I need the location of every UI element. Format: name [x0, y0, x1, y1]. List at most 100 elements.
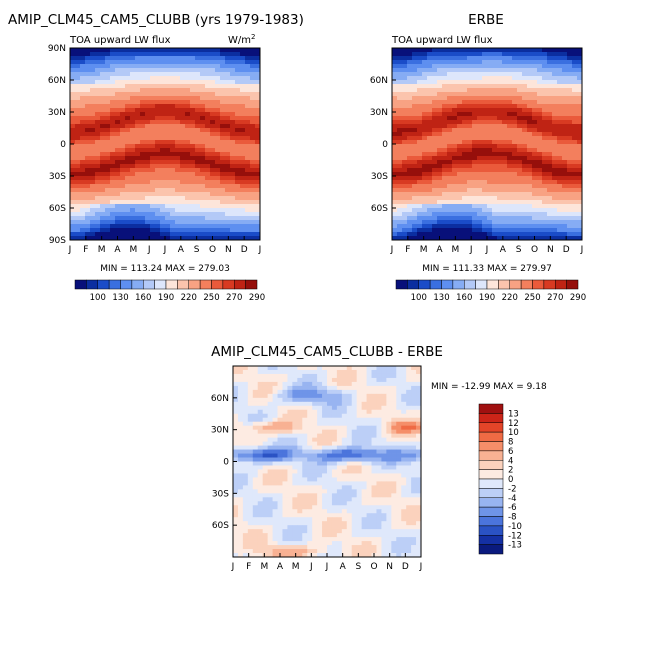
- heatmap-cell: [341, 421, 348, 427]
- heatmap-cell: [115, 188, 121, 193]
- heatmap-cell: [462, 100, 468, 105]
- heatmap-cell: [170, 164, 176, 169]
- heatmap-cell: [467, 164, 473, 169]
- heatmap-cell: [233, 381, 239, 387]
- heatmap-cell: [257, 401, 264, 407]
- heatmap-cell: [220, 132, 226, 137]
- heatmap-cell: [447, 160, 453, 165]
- heatmap-cell: [195, 208, 201, 213]
- heatmap-cell: [170, 232, 176, 237]
- heatmap-cell: [397, 124, 403, 129]
- heatmap-cell: [277, 385, 283, 391]
- heatmap-cell: [237, 409, 244, 415]
- heatmap-cell: [487, 48, 493, 53]
- heatmap-cell: [517, 96, 523, 101]
- heatmap-cell: [200, 52, 206, 57]
- heatmap-cell: [95, 60, 101, 65]
- heatmap-cell: [527, 136, 533, 141]
- heatmap-cell: [287, 393, 293, 399]
- heatmap-cell: [185, 96, 191, 101]
- heatmap-cell: [322, 453, 328, 458]
- heatmap-cell: [297, 393, 303, 399]
- heatmap-cell: [356, 449, 362, 454]
- heatmap-cell: [497, 188, 503, 193]
- heatmap-cell: [70, 84, 76, 89]
- heatmap-cell: [240, 160, 246, 165]
- heatmap-cell: [125, 224, 131, 229]
- heatmap-cell: [417, 224, 423, 229]
- heatmap-cell: [205, 156, 211, 161]
- heatmap-cell: [477, 112, 483, 117]
- heatmap-cell: [200, 204, 206, 209]
- heatmap-cell: [250, 120, 256, 125]
- heatmap-cell: [130, 80, 136, 85]
- heatmap-cell: [252, 373, 259, 379]
- heatmap-cell: [361, 381, 367, 387]
- heatmap-cell: [472, 124, 478, 129]
- heatmap-cell: [287, 465, 293, 470]
- heatmap-cell: [427, 108, 433, 113]
- heatmap-cell: [336, 445, 343, 450]
- heatmap-cell: [225, 120, 231, 125]
- heatmap-cell: [252, 485, 259, 490]
- heatmap-cell: [401, 477, 407, 482]
- heatmap-cell: [577, 80, 583, 85]
- heatmap-cell: [120, 132, 126, 137]
- heatmap-cell: [233, 461, 239, 466]
- heatmap-cell: [120, 172, 126, 177]
- heatmap-cell: [105, 152, 111, 157]
- heatmap-cell: [240, 216, 246, 221]
- heatmap-cell: [537, 212, 543, 217]
- heatmap-cell: [361, 477, 367, 482]
- heatmap-cell: [557, 124, 563, 129]
- heatmap-cell: [135, 212, 141, 217]
- heatmap-cell: [240, 60, 246, 65]
- heatmap-cell: [487, 160, 493, 165]
- heatmap-cell: [457, 196, 463, 201]
- heatmap-cell: [351, 485, 358, 490]
- heatmap-cell: [190, 68, 196, 73]
- heatmap-cell: [447, 104, 453, 109]
- heatmap-cell: [361, 421, 367, 427]
- heatmap-cell: [472, 144, 478, 149]
- heatmap-cell: [527, 92, 533, 97]
- heatmap-cell: [170, 200, 176, 205]
- heatmap-cell: [351, 449, 358, 454]
- heatmap-cell: [145, 180, 151, 185]
- heatmap-cell: [416, 366, 422, 371]
- heatmap-cell: [386, 401, 392, 407]
- heatmap-cell: [447, 176, 453, 181]
- heatmap-cell: [220, 128, 226, 133]
- heatmap-cell: [160, 144, 166, 149]
- heatmap-cell: [272, 373, 278, 379]
- heatmap-cell: [397, 232, 403, 237]
- heatmap-cell: [95, 220, 101, 225]
- heatmap-cell: [225, 76, 231, 81]
- heatmap-cell: [215, 72, 221, 77]
- y-tick-label: 0: [60, 140, 66, 150]
- heatmap-cell: [267, 413, 273, 419]
- colorbar-label: 220: [502, 293, 518, 303]
- heatmap-cell: [397, 200, 403, 205]
- heatmap-cell: [75, 228, 81, 233]
- heatmap-cell: [95, 104, 101, 109]
- heatmap-cell: [412, 48, 418, 53]
- heatmap-cell: [190, 76, 196, 81]
- heatmap-cell: [165, 192, 171, 197]
- heatmap-cell: [220, 144, 226, 149]
- heatmap-cell: [457, 56, 463, 61]
- heatmap-cell: [482, 160, 488, 165]
- heatmap-cell: [155, 188, 161, 193]
- heatmap-cell: [562, 208, 568, 213]
- heatmap-cell: [391, 441, 397, 446]
- heatmap-cell: [205, 92, 211, 97]
- heatmap-cell: [255, 84, 261, 89]
- heatmap-cell: [277, 417, 283, 423]
- heatmap-cell: [407, 196, 413, 201]
- heatmap-cell: [75, 120, 81, 125]
- heatmap-cell: [406, 429, 412, 434]
- heatmap-cell: [100, 80, 106, 85]
- heatmap-cell: [242, 401, 249, 407]
- heatmap-cell: [155, 60, 161, 65]
